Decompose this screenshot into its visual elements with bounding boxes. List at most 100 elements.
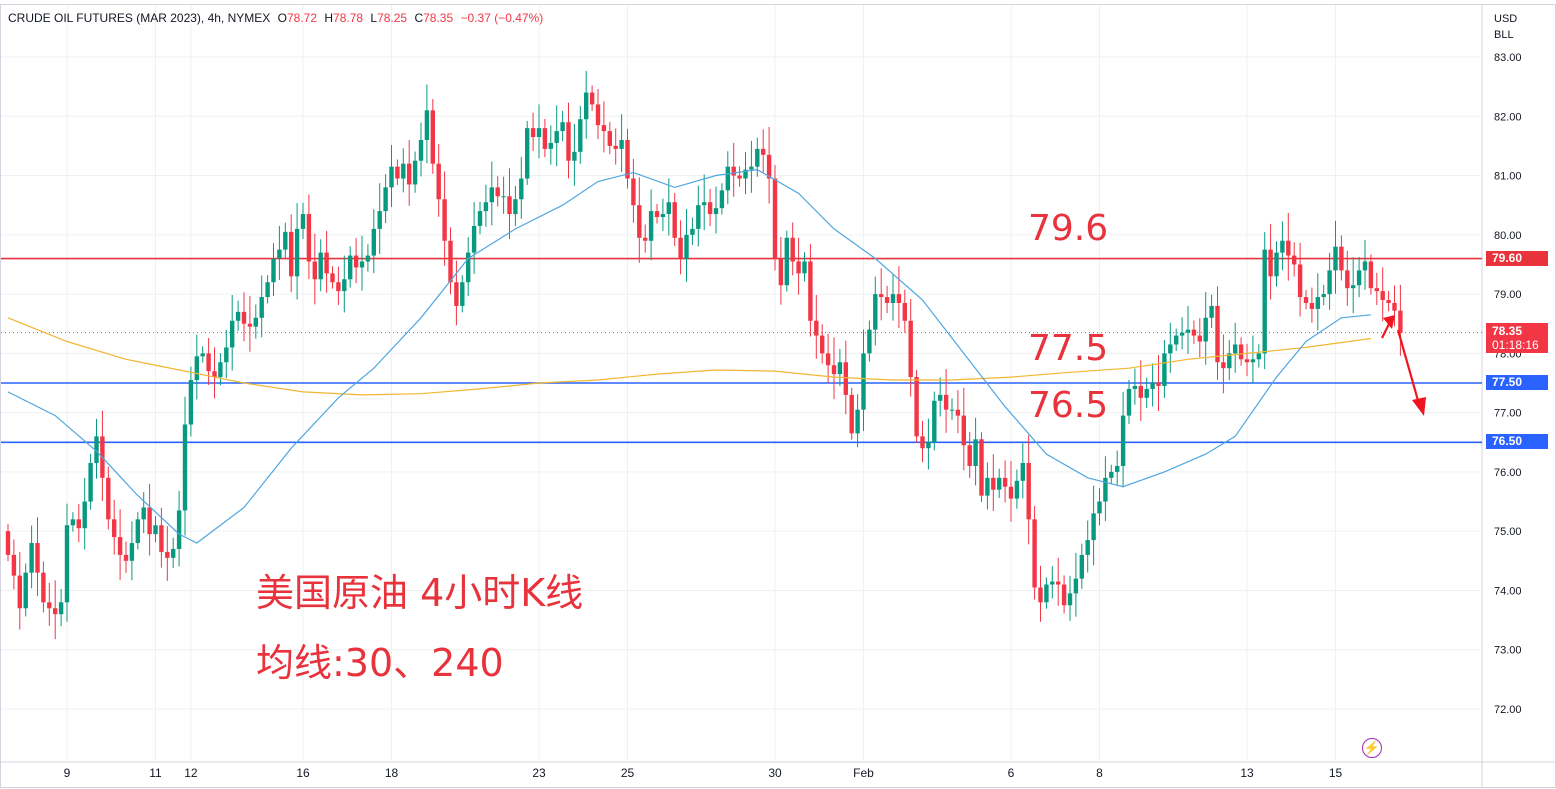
candle-body — [395, 166, 400, 179]
candle-body — [1280, 240, 1285, 253]
candle-body — [1203, 317, 1208, 342]
candle-body — [1162, 353, 1167, 386]
candle-body — [949, 409, 955, 411]
close-value: 78.35 — [423, 11, 454, 25]
candle-body — [1020, 463, 1025, 481]
annotation-level-77-5: 77.5 — [1028, 328, 1109, 369]
candle-body — [713, 208, 719, 215]
candle-body — [153, 525, 158, 535]
time-axis: 9 11 12 16 18 23 25 30 Feb 6 8 13 15 — [64, 766, 1343, 780]
unit-label: BLL — [1494, 29, 1514, 41]
candle-body — [678, 237, 683, 259]
candle-body — [171, 548, 176, 558]
candle-body — [289, 231, 294, 277]
candle-body — [979, 439, 984, 496]
candle-body — [530, 128, 536, 138]
candle-body — [483, 202, 489, 212]
candle-body — [88, 463, 93, 502]
y-tick-label: 79.00 — [1494, 289, 1522, 301]
candle-body — [690, 228, 695, 235]
symbol-name: CRUDE OIL FUTURES (MAR 2023), 4h, NYMEX — [8, 11, 271, 25]
candle-body — [784, 237, 789, 286]
candle-body — [159, 525, 164, 552]
candle-body — [926, 442, 931, 449]
candle-body — [631, 178, 636, 206]
moving-averages — [7, 168, 1371, 544]
candle-body — [855, 409, 860, 434]
candle-body — [188, 380, 194, 425]
candle-body — [1103, 477, 1108, 502]
candle-body — [743, 169, 748, 179]
candle-body — [932, 400, 937, 443]
close-label: C — [414, 11, 424, 25]
candle-body — [306, 214, 312, 262]
candle-body — [17, 575, 22, 609]
x-tick-label: 18 — [385, 766, 399, 780]
y-tick-label: 82.00 — [1494, 111, 1522, 123]
candle-body — [1345, 270, 1350, 289]
candle-body — [194, 356, 199, 381]
candle-body — [58, 602, 64, 615]
candle-body — [129, 543, 135, 561]
candle-body — [70, 519, 76, 526]
candle-body — [401, 163, 406, 179]
candle-body — [165, 551, 170, 558]
candle-body — [1368, 261, 1374, 289]
candle-body — [1380, 291, 1385, 301]
last-price-value: 78.35 — [1492, 324, 1523, 338]
candle-body — [519, 178, 524, 200]
x-tick-label: 12 — [184, 766, 198, 780]
candle-body — [802, 261, 807, 274]
candle-body — [654, 211, 660, 218]
candle-body — [1079, 554, 1084, 579]
candle-body — [920, 436, 925, 449]
candle-body — [147, 507, 152, 535]
candle-body — [53, 608, 58, 615]
candle-body — [548, 142, 553, 149]
x-tick-label: 30 — [768, 766, 782, 780]
candle-body — [589, 92, 595, 105]
candle-body — [660, 214, 666, 218]
candle-body — [637, 205, 642, 238]
high-value: 78.78 — [333, 11, 364, 25]
candle-body — [29, 543, 34, 573]
currency-unit: USD BLL — [1494, 11, 1544, 43]
x-tick-label: 11 — [149, 766, 162, 780]
candle-body — [1374, 288, 1379, 292]
candle-body — [1327, 270, 1332, 295]
candle-body — [985, 477, 990, 496]
candle-body — [448, 240, 453, 283]
candle-body — [808, 261, 813, 321]
candle-body — [436, 163, 441, 200]
candle-body — [825, 353, 831, 366]
candle-body — [820, 335, 825, 354]
candle-body — [1050, 581, 1055, 585]
candle-body — [324, 252, 329, 274]
annotation-title: 美国原油 4小时K线 — [256, 571, 584, 615]
candle-body — [625, 139, 630, 179]
candle-body — [1115, 465, 1120, 472]
candle-body — [495, 187, 500, 197]
candle-body — [837, 362, 843, 375]
candle-body — [135, 519, 140, 544]
candle-body — [566, 122, 571, 161]
candle-body — [778, 258, 784, 286]
candle-body — [1392, 302, 1397, 311]
candle-body — [814, 320, 819, 336]
candle-body — [1150, 383, 1155, 389]
x-tick-label: 8 — [1096, 766, 1103, 780]
candle-body — [141, 507, 146, 520]
lightning-icon[interactable]: ⚡ — [1362, 738, 1382, 758]
candle-body — [997, 477, 1002, 490]
candle-body — [684, 234, 689, 259]
candle-body — [1292, 255, 1297, 265]
bar-countdown: 01:18:16 — [1492, 338, 1539, 352]
candle-body — [1339, 246, 1344, 271]
candle-body — [123, 554, 129, 561]
open-value: 78.72 — [286, 11, 317, 25]
y-tick-label: 83.00 — [1494, 52, 1522, 64]
high-label: H — [324, 11, 334, 25]
candle-body — [619, 139, 624, 149]
